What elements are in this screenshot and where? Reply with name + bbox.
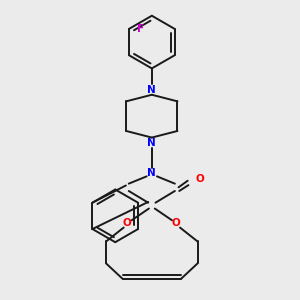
Text: F: F <box>137 24 144 34</box>
Text: O: O <box>172 218 181 228</box>
Text: N: N <box>148 138 156 148</box>
Text: N: N <box>148 168 156 178</box>
Text: N: N <box>148 85 156 94</box>
Text: O: O <box>123 218 132 228</box>
Text: O: O <box>196 174 205 184</box>
